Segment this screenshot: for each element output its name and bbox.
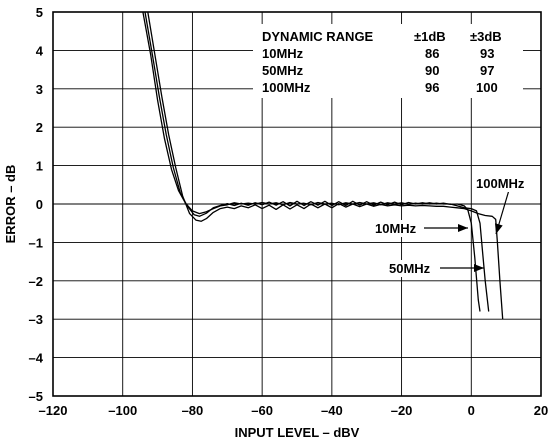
- plot-frame: [52, 11, 542, 397]
- x-tick-label: 20: [534, 403, 548, 418]
- x-tick-label: –20: [391, 403, 413, 418]
- y-tick-label: –1: [29, 235, 43, 250]
- y-tick-label: –2: [29, 274, 43, 289]
- series-line-3: [147, 11, 504, 320]
- series-line-2: [144, 11, 490, 312]
- x-tick-labels: –120 –100 –80 –60 –40 –20 0 20: [39, 403, 549, 418]
- y-tick-labels: 5 4 3 2 1 0 –1 –2 –3 –4 –5: [29, 5, 44, 404]
- x-tick-label: –60: [251, 403, 273, 418]
- x-tick-label: –40: [321, 403, 343, 418]
- table-row-label: 50MHz: [262, 63, 304, 78]
- table-header-title: DYNAMIC RANGE: [262, 29, 374, 44]
- annotation-10mhz: 10MHz: [375, 221, 417, 236]
- y-tick-label: 2: [36, 120, 43, 135]
- table-row-1db: 90: [425, 63, 439, 78]
- arrow-50mhz-head: [474, 264, 484, 272]
- annotations: 100MHz 10MHz 50MHz: [372, 175, 536, 277]
- y-tick-label: 4: [36, 43, 44, 58]
- annotation-arrows: [424, 189, 510, 272]
- dynamic-range-table: DYNAMIC RANGE ±1dB ±3dB 10MHz 86 93 50MH…: [262, 29, 502, 95]
- table-background: [253, 24, 523, 98]
- arrow-100mhz-head: [494, 223, 503, 234]
- y-tick-label: –5: [29, 389, 43, 404]
- y-tick-label: –4: [29, 351, 44, 366]
- y-tick-label: 3: [36, 82, 43, 97]
- x-axis-label: INPUT LEVEL – dBV: [235, 425, 360, 440]
- table-row-3db: 100: [476, 80, 498, 95]
- table-row-3db: 93: [480, 46, 494, 61]
- x-tick-label: –100: [108, 403, 137, 418]
- y-tick-label: 1: [36, 159, 43, 174]
- table-row-1db: 96: [425, 80, 439, 95]
- series-group: [142, 11, 504, 320]
- x-tick-label: –120: [39, 403, 68, 418]
- table-header-1db: ±1dB: [414, 29, 446, 44]
- table-row-1db: 86: [425, 46, 439, 61]
- table-header-3db: ±3dB: [470, 29, 502, 44]
- y-tick-label: –3: [29, 312, 43, 327]
- x-tick-label: 0: [468, 403, 475, 418]
- y-axis-label: ERROR – dB: [3, 165, 18, 244]
- table-row-3db: 97: [480, 63, 494, 78]
- y-tick-label: 5: [36, 5, 43, 20]
- table-row-label: 10MHz: [262, 46, 304, 61]
- annotation-50mhz: 50MHz: [389, 261, 431, 276]
- y-tick-label: 0: [36, 197, 43, 212]
- arrow-10mhz-head: [458, 224, 468, 232]
- annotation-100mhz: 100MHz: [476, 176, 525, 191]
- x-tick-label: –80: [182, 403, 204, 418]
- table-row-label: 100MHz: [262, 80, 311, 95]
